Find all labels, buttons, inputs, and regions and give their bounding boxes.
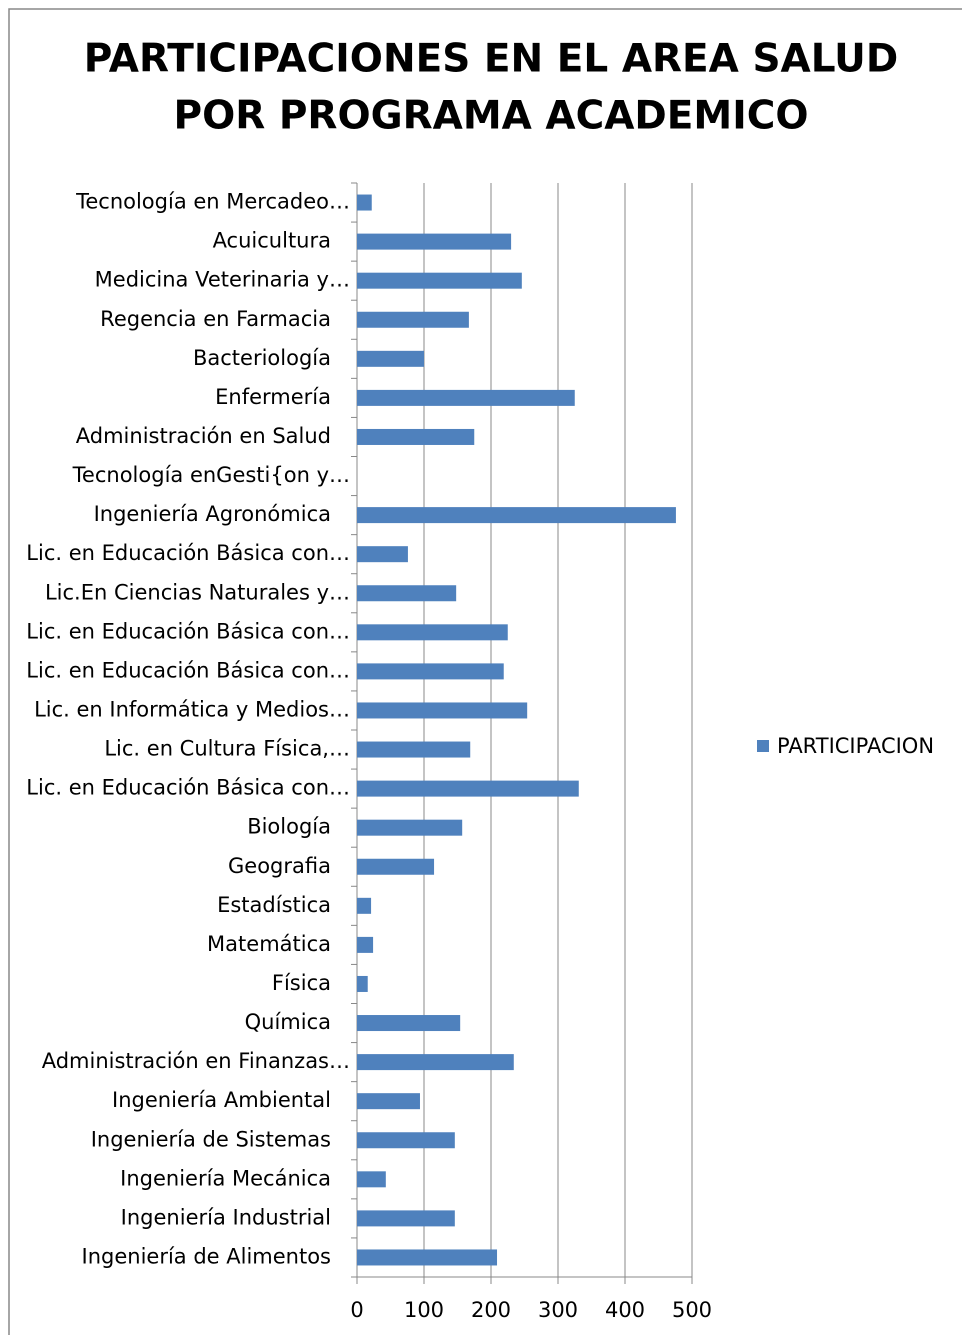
y-tick-label: Física [272,971,331,995]
y-tick-label: Matemática [207,932,331,956]
bar [357,428,475,445]
bar [357,819,463,836]
bar [357,1054,514,1071]
y-tick-label: Enfermería [215,385,331,409]
y-tick-label: Lic. en Educación Básica con… [26,619,350,643]
y-tick-label: Ingeniería Ambiental [112,1088,331,1112]
y-tick-label: Geografia [228,854,331,878]
bar [357,897,372,914]
bar [357,350,424,367]
y-tick-label: Lic.En Ciencias Naturales y… [45,580,350,604]
bar [357,1132,455,1149]
y-tick-label: Lic. en Cultura Física,… [104,737,350,761]
bar [357,507,676,524]
bar [357,936,374,953]
y-tick-label: Administración en Finanzas… [42,1049,350,1073]
bar [357,1015,461,1032]
x-tick-label: 200 [471,1298,511,1322]
y-tick-label: Medicina Veterinaria y… [95,268,350,292]
bar [357,272,522,289]
chart-title: PARTICIPACIONES EN EL AREA SALUD [84,37,898,82]
y-tick-label: Bacteriología [193,346,331,370]
y-tick-label: Ingeniería Mecánica [120,1166,331,1190]
bar [357,1210,455,1227]
y-tick-label: Tecnología enGesti{on y… [72,463,350,487]
y-tick-label: Administración en Salud [76,424,331,448]
y-tick-label: Regencia en Farmacia [100,307,331,331]
y-tick-label: Lic. en Educación Básica con… [26,658,350,682]
x-tick-label: 100 [404,1298,444,1322]
bar [357,194,372,211]
y-tick-label: Biología [247,815,331,839]
x-tick-label: 0 [350,1298,363,1322]
bar [357,1249,498,1266]
y-tick-label: Estadística [217,893,331,917]
bar [357,1093,420,1110]
bar [357,741,471,758]
x-tick-label: 500 [672,1298,712,1322]
bar [357,975,368,992]
y-tick-label: Ingeniería Agronómica [94,502,331,526]
chart-title: POR PROGRAMA ACADEMICO [173,94,808,139]
y-tick-label: Ingeniería de Alimentos [82,1244,332,1268]
bar [357,1171,386,1188]
legend-marker [757,740,769,752]
bar [357,546,408,563]
bar [357,624,508,641]
y-tick-label: Acuicultura [213,229,331,253]
x-tick-label: 300 [538,1298,578,1322]
bar [357,702,528,719]
bar [357,780,579,797]
y-tick-label: Lic. en Informática y Medios… [34,697,350,721]
y-tick-label: Ingeniería de Sistemas [91,1127,331,1151]
bar [357,311,469,328]
y-tick-label: Lic. en Educación Básica con… [26,541,350,565]
bar [357,389,575,406]
bar [357,663,504,680]
legend-label: PARTICIPACION [777,734,934,758]
y-tick-label: Lic. en Educación Básica con… [26,776,350,800]
bar [357,233,512,250]
bar [357,585,457,602]
y-tick-label: Ingeniería Industrial [121,1205,331,1229]
y-tick-label: Tecnología en Mercadeo… [75,190,350,214]
bar [357,858,435,875]
y-tick-label: Química [245,1010,331,1034]
x-tick-label: 400 [605,1298,645,1322]
